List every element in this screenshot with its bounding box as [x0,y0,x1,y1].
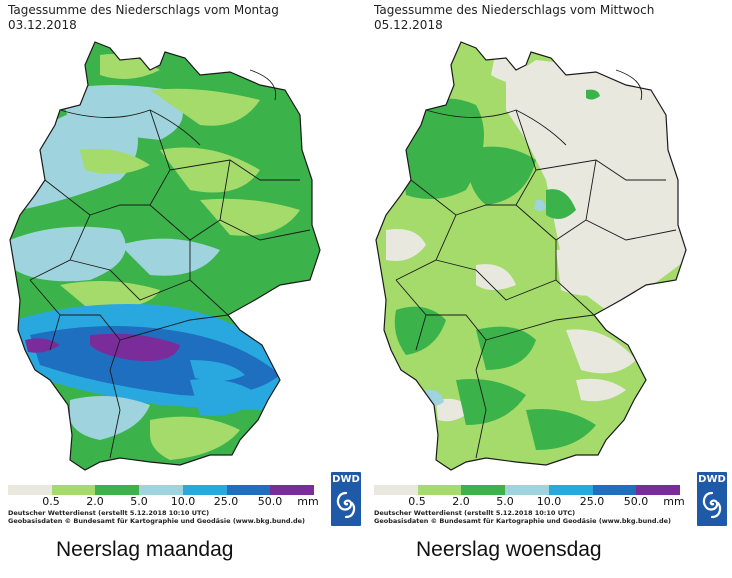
legend-label: 2.0 [86,495,104,508]
map-panel-monday: Tagessumme des Niederschlags vom Montag … [8,3,361,561]
legend-swatch [417,485,462,495]
legend-swatch [592,485,637,495]
legend-label: 0.5 [408,495,426,508]
dwd-logo-text: DWD [698,474,726,485]
dwd-logo: DWD [697,472,727,526]
legend-swatch [182,485,227,495]
legend-swatch [270,485,315,495]
legend-label: 2.0 [452,495,470,508]
legend-labels: 0.5 2.0 5.0 10.0 25.0 50.0 mm [8,495,328,508]
legend-unit: mm [663,495,685,508]
map-title: Tagessumme des Niederschlags vom Montag [8,3,279,17]
legend-swatch [505,485,549,495]
legend-label: 0.5 [42,495,60,508]
legend-label: 50.0 [623,495,649,508]
legend-swatch [548,485,593,495]
legend-label: 50.0 [257,495,283,508]
legend-label: 25.0 [579,495,605,508]
credit-line: Geobasisdaten © Bundesamt für Kartograph… [8,517,306,525]
map-caption: Neerslag maandag [56,538,234,561]
legend-label: 5.0 [496,495,514,508]
legend-swatch [374,485,418,495]
precipitation-map-wednesday [375,41,687,471]
legend-swatch [139,485,183,495]
dwd-swirl-icon [336,491,356,519]
legend-swatch [95,485,140,495]
legend-swatch [51,485,96,495]
legend-unit: mm [297,495,319,508]
map-panel-wednesday: Tagessumme des Niederschlags vom Mittwoc… [366,0,732,578]
legend-swatch [8,485,52,495]
legend-swatch [226,485,271,495]
legend-label: 10.0 [170,495,196,508]
precipitation-map-monday [9,41,321,471]
legend-color-bar [374,485,681,495]
map-date: 03.12.2018 [8,18,77,32]
credit-line: Deutscher Wetterdienst (erstellt 5.12.20… [8,509,210,517]
dwd-swirl-icon [702,491,722,519]
dwd-logo: DWD [331,472,361,526]
map-title: Tagessumme des Niederschlags vom Mittwoc… [374,3,655,17]
legend-labels: 0.5 2.0 5.0 10.0 25.0 50.0 mm [374,495,694,508]
legend-swatch [636,485,681,495]
credit-line: Deutscher Wetterdienst (erstellt 5.12.20… [374,509,576,517]
map-date: 05.12.2018 [374,18,443,32]
legend-label: 10.0 [536,495,562,508]
credit-line: Geobasisdaten © Bundesamt für Kartograph… [374,517,672,525]
dwd-logo-text: DWD [332,474,360,485]
map-caption: Neerslag woensdag [416,538,602,561]
legend-swatch [461,485,506,495]
legend-color-bar [8,485,315,495]
legend-label: 5.0 [130,495,148,508]
legend-label: 25.0 [213,495,239,508]
